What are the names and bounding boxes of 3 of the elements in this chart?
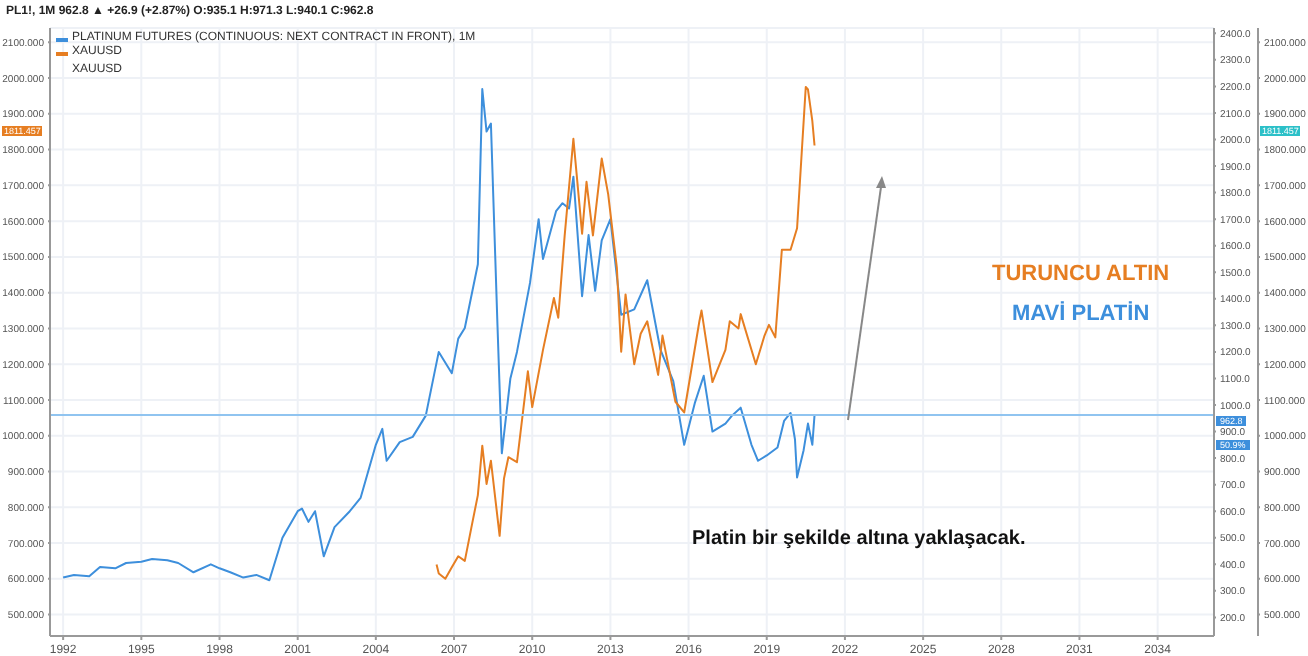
annotation: TURUNCU ALTIN [992, 262, 1170, 286]
annotation: Platin bir şekilde altına yaklaşacak. [692, 528, 1026, 550]
annotation: MAVİ PLATİN [1012, 302, 1150, 326]
